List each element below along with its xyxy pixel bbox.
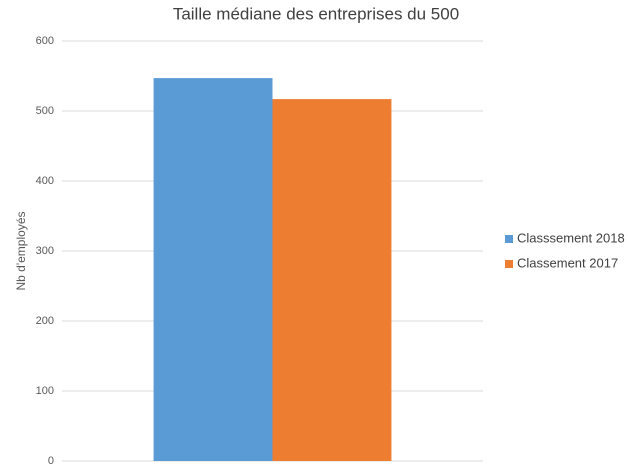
legend-swatch (505, 260, 513, 268)
y-tick-label: 600 (36, 35, 54, 47)
bar (153, 78, 273, 461)
y-tick-label: 400 (36, 175, 54, 187)
y-tick-label: 0 (48, 455, 54, 467)
legend-label: Classement 2017 (517, 255, 618, 270)
y-tick-label: 200 (36, 315, 54, 327)
bar (272, 99, 392, 461)
legend-label: Classsement 2018 (517, 230, 625, 245)
legend-swatch (505, 235, 513, 243)
y-tick-label: 100 (36, 385, 54, 397)
chart-title: Taille médiane des entreprises du 500 (173, 4, 459, 23)
y-tick-label: 500 (36, 105, 54, 117)
y-tick-label: 300 (36, 245, 54, 257)
y-axis-label: Nb d'employés (14, 212, 28, 291)
